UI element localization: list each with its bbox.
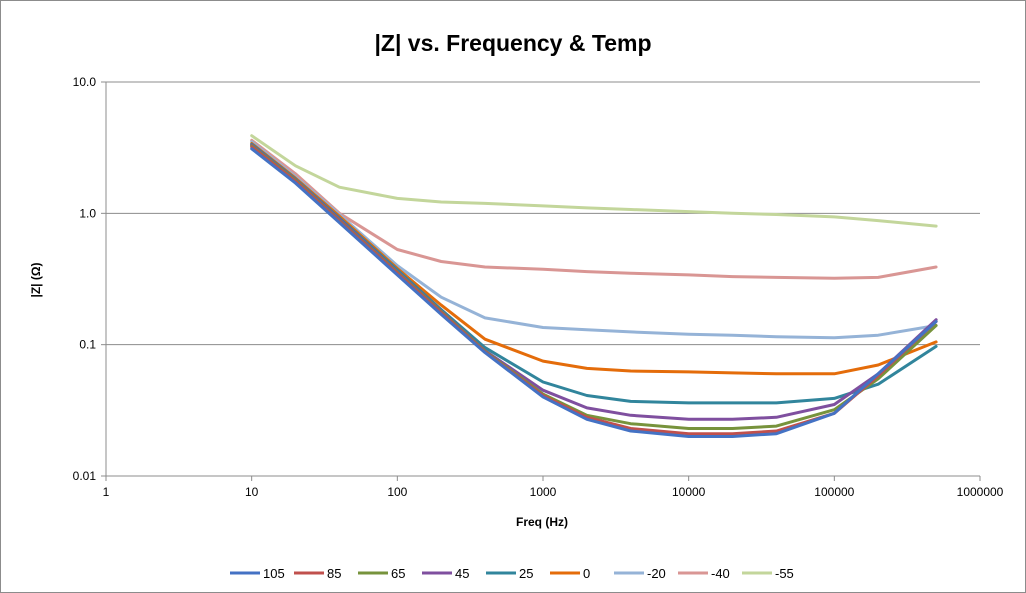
series-lines [250,134,938,438]
legend-label-25: 25 [519,566,533,581]
x-tick-label: 1 [103,485,110,499]
y-tick-label: 0.1 [79,338,96,352]
series-line-105 [250,147,938,438]
x-axis-label: Freq (Hz) [516,515,568,529]
y-axis-label: |Z| (Ω) [29,263,43,298]
legend-label--20: -20 [647,566,666,581]
legend-label-65: 65 [391,566,405,581]
legend-label--55: -55 [775,566,794,581]
y-tick-label: 0.01 [73,469,97,483]
axes [101,81,981,481]
x-tick-label: 100 [387,485,407,499]
series-line-65 [250,144,938,430]
x-tick-label: 1000 [530,485,557,499]
legend-label-105: 105 [263,566,285,581]
y-tick-label: 10.0 [73,75,97,89]
legend-label-0: 0 [583,566,590,581]
y-tick-label: 1.0 [79,206,96,220]
series-line--55 [250,134,938,228]
x-tick-labels: 1 10 100 1000 10000 100000 1000000 [103,485,1004,499]
series-line-45 [250,143,938,421]
x-tick-label: 1000000 [957,485,1004,499]
series-line--20 [250,140,938,340]
series-line--40 [250,138,938,280]
x-tick-label: 100000 [814,485,854,499]
legend-label-85: 85 [327,566,341,581]
legend-label--40: -40 [711,566,730,581]
x-tick-label: 10 [245,485,259,499]
legend-label-45: 45 [455,566,469,581]
series-line-25 [250,142,938,405]
chart-title: |Z| vs. Frequency & Temp [374,30,652,56]
y-tick-labels: 0.01 0.1 1.0 10.0 [73,75,97,483]
legend: 105 85 65 45 25 0 -20 -40 -55 [230,566,794,581]
series-line-0 [250,142,938,376]
gridlines [106,81,980,346]
x-tick-label: 10000 [672,485,706,499]
